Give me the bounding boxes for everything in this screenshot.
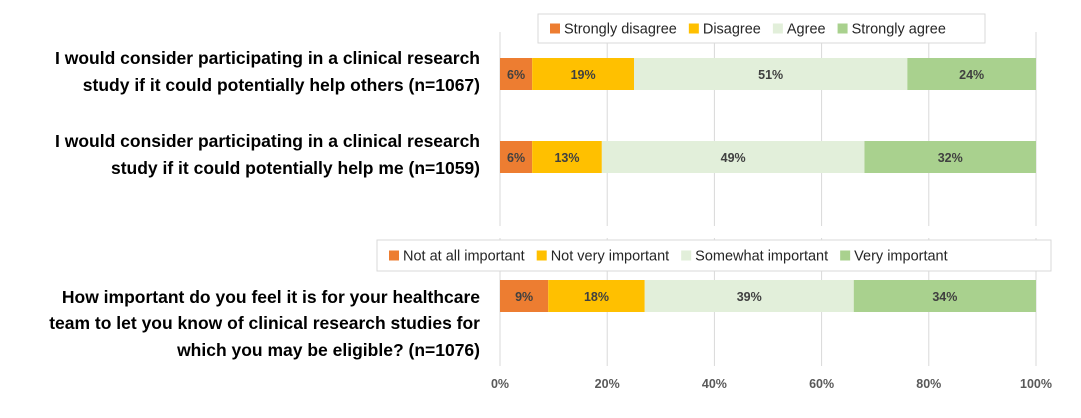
- bar-segment: [853, 280, 1036, 312]
- data-label: 6%: [507, 151, 525, 165]
- legend-swatch: [681, 250, 692, 261]
- data-label: 39%: [737, 290, 762, 304]
- data-label: 24%: [959, 68, 984, 82]
- bar-row: 6% 19% 51% 24%: [500, 58, 1036, 90]
- category-label-line: I would consider participating in a clin…: [55, 131, 480, 151]
- data-label: 18%: [584, 290, 609, 304]
- bar-segment: [634, 58, 908, 90]
- legend-label: Strongly agree: [852, 22, 946, 38]
- legend-label: Agree: [787, 22, 826, 38]
- data-label: 13%: [554, 151, 579, 165]
- category-label: I would consider participating in a clin…: [55, 131, 480, 178]
- x-tick-label: 80%: [916, 377, 941, 391]
- x-tick-label: 40%: [702, 377, 727, 391]
- legend-item: Somewhat important: [681, 249, 828, 265]
- legend-box: [376, 239, 1052, 272]
- bar-segment: [864, 141, 1036, 173]
- category-label: I would consider participating in a clin…: [55, 48, 480, 95]
- legend: Not at all important Not very important So…: [376, 239, 1052, 272]
- bar-segment: [500, 141, 533, 173]
- legend-box: [537, 13, 986, 44]
- category-label-line: study if it could potentially help other…: [83, 75, 480, 95]
- bar-segment: [644, 280, 854, 312]
- x-tick-label: 0%: [491, 377, 509, 391]
- category-label: How important do you feel it is for your…: [49, 287, 480, 360]
- bar-segment: [601, 141, 865, 173]
- legend-item: Strongly disagree: [550, 22, 677, 38]
- data-label: 19%: [571, 68, 596, 82]
- legend-swatch: [837, 23, 848, 34]
- bar-segment: [500, 280, 549, 312]
- x-tick-label: 60%: [809, 377, 834, 391]
- legend-label: Disagree: [703, 22, 761, 38]
- data-label: 32%: [938, 151, 963, 165]
- legend-swatch: [536, 250, 547, 261]
- legend-item: Strongly agree: [837, 22, 946, 38]
- legend-item: Very important: [840, 249, 948, 265]
- x-tick-label: 100%: [1020, 377, 1052, 391]
- bar-segment: [548, 280, 645, 312]
- category-label-line: study if it could potentially help me (n…: [111, 158, 480, 178]
- legend-swatch: [772, 23, 783, 34]
- bar-row: 9% 18% 39% 34%: [500, 280, 1036, 312]
- category-label-line: which you may be eligible? (n=1076): [176, 340, 480, 360]
- legend-swatch: [389, 250, 399, 261]
- data-label: 6%: [507, 68, 525, 82]
- data-label: 51%: [758, 68, 783, 82]
- legend-label: Not at all important: [403, 249, 525, 265]
- bar-segment: [500, 58, 533, 90]
- data-label: 9%: [515, 290, 533, 304]
- legend-label: Very important: [854, 249, 948, 265]
- legend-label: Not very important: [551, 249, 669, 265]
- legend-item: Agree: [772, 22, 826, 38]
- bar-segment: [532, 58, 634, 90]
- data-label: 34%: [932, 290, 957, 304]
- legend-swatch: [840, 250, 851, 261]
- category-label-line: I would consider participating in a clin…: [55, 48, 480, 68]
- data-label: 49%: [721, 151, 746, 165]
- legend-swatch: [550, 23, 560, 34]
- category-label-line: team to let you know of clinical researc…: [49, 313, 480, 333]
- legend-item: Not at all important: [389, 249, 525, 265]
- legend-label: Somewhat important: [695, 249, 828, 265]
- legend-swatch: [688, 23, 699, 34]
- bar-row: 6% 13% 49% 32%: [500, 141, 1036, 173]
- x-tick-label: 20%: [595, 377, 620, 391]
- legend-item: Not very important: [536, 249, 669, 265]
- legend-label: Strongly disagree: [564, 22, 677, 38]
- category-label-line: How important do you feel it is for your…: [62, 287, 480, 307]
- legend-item: Disagree: [688, 22, 761, 38]
- bar-segment: [907, 58, 1036, 90]
- legend: Strongly disagree Disagree Agree Strongly a…: [537, 13, 986, 44]
- bar-segment: [532, 141, 602, 173]
